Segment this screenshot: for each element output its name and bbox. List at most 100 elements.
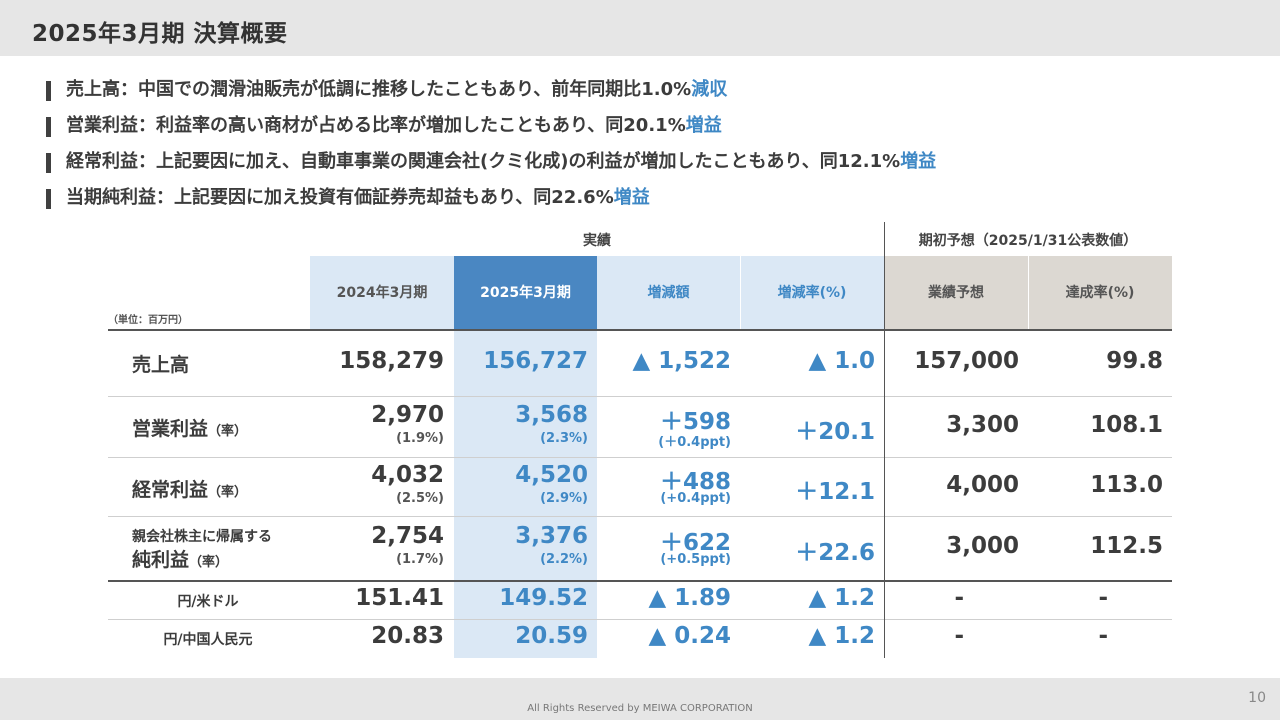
cell-current-ratio: (2.2%) — [540, 552, 588, 567]
slide-footer: All Rights Reserved by MEIWA CORPORATION… — [0, 678, 1280, 720]
cell-change-rate: ▲ 1.2 — [808, 585, 875, 611]
cell-current-ratio: (2.3%) — [540, 431, 588, 446]
cell-achievement: 108.1 — [1090, 412, 1163, 438]
bullet-net-income: 当期純利益：上記要因に加え投資有価証券売却益もあり、同22.6%増益 — [46, 184, 936, 220]
cell-prev: 158,279 — [339, 348, 444, 374]
bullet-operating-income: 営業利益：利益率の高い商材が占める比率が増加したこともあり、同20.1%増益 — [46, 112, 936, 148]
row-divider-thick — [108, 580, 1172, 582]
cell-change-amount: ▲ 1,522 — [632, 348, 731, 374]
row-label-main: 純利益 — [132, 549, 190, 571]
unit-label: （単位：百万円） — [108, 315, 188, 326]
row-label-sub: （率） — [208, 424, 248, 439]
current-year-column-bg — [454, 330, 597, 658]
row-label-sales: 売上高 — [132, 354, 190, 376]
cell-achievement: 113.0 — [1090, 472, 1163, 498]
cell-change-amount: ＋488 — [659, 469, 731, 495]
bullet-highlight: 増益 — [685, 115, 722, 136]
cell-forecast: 4,000 — [946, 472, 1019, 498]
col-header-achievement: 達成率(%) — [1065, 285, 1135, 301]
group-label-actual: 実績 — [583, 233, 611, 249]
cell-prev: 151.41 — [355, 585, 444, 611]
row-label-sub: （率） — [208, 485, 248, 500]
row-divider — [108, 516, 1172, 517]
group-label-forecast: 期初予想（2025/1/31公表数値） — [918, 233, 1138, 249]
row-divider — [108, 457, 1172, 458]
cell-forecast: 157,000 — [914, 348, 1019, 374]
cell-achievement: - — [1098, 585, 1108, 611]
cell-change-rate: ＋12.1 — [795, 479, 875, 505]
cell-forecast: - — [954, 585, 964, 611]
header-cell-current-bg — [454, 256, 597, 330]
row-label-operating-income: 営業利益（率） — [132, 414, 247, 441]
cell-current: 156,727 — [483, 348, 588, 374]
bullet-text: 営業利益：利益率の高い商材が占める比率が増加したこともあり、同20.1% — [66, 115, 686, 136]
cell-current: 20.59 — [515, 623, 588, 649]
cell-change-amount: ＋622 — [659, 530, 731, 556]
cell-prev: 20.83 — [371, 623, 444, 649]
cell-current: 3,376 — [515, 523, 588, 549]
cell-achievement: - — [1098, 623, 1108, 649]
bullet-bar — [46, 117, 51, 137]
header-cell-bg — [310, 256, 454, 330]
col-header-change-rate: 増減率(%) — [777, 285, 847, 301]
bullet-highlight: 減収 — [691, 79, 728, 100]
page-number: 10 — [1248, 690, 1266, 706]
cell-prev-ratio: (1.7%) — [396, 552, 444, 567]
cell-prev: 2,970 — [371, 402, 444, 428]
cell-forecast: 3,000 — [946, 533, 1019, 559]
cell-prev-ratio: (1.9%) — [396, 431, 444, 446]
cell-change-rate: ＋22.6 — [795, 540, 875, 566]
cell-change-rate: ＋20.1 — [795, 419, 875, 445]
cell-current: 4,520 — [515, 462, 588, 488]
bullet-text: 売上高：中国での潤滑油販売が低調に推移したこともあり、前年同期比1.0% — [66, 79, 692, 100]
row-divider — [108, 619, 1172, 620]
bullet-ordinary-income: 経常利益：上記要因に加え、自動車事業の関連会社(クミ化成)の利益が増加したことも… — [46, 148, 936, 184]
cell-change-amount: ▲ 0.24 — [648, 623, 731, 649]
cell-forecast: 3,300 — [946, 412, 1019, 438]
header-bottom-rule — [108, 329, 1172, 331]
cell-current-ratio: (2.9%) — [540, 491, 588, 506]
cell-achievement: 112.5 — [1090, 533, 1163, 559]
row-label-ordinary-income: 経常利益（率） — [132, 475, 247, 502]
cell-achievement: 99.8 — [1106, 348, 1163, 374]
cell-change-rate: ▲ 1.0 — [808, 348, 875, 374]
col-header-current-year: 2025年3月期 — [480, 285, 571, 301]
header-divider — [1028, 256, 1029, 330]
cell-change-rate: ▲ 1.2 — [808, 623, 875, 649]
row-label-cny-rate: 円/中国人民元 — [163, 632, 253, 648]
col-header-forecast: 業績予想 — [928, 285, 984, 301]
cell-prev-ratio: (2.5%) — [396, 491, 444, 506]
cell-change-amount: ＋598 — [659, 409, 731, 435]
row-label-main: 営業利益 — [132, 418, 209, 440]
bullet-highlight: 増益 — [900, 151, 937, 172]
cell-change-ratio: (＋0.4ppt) — [658, 435, 731, 450]
cell-prev: 4,032 — [371, 462, 444, 488]
bullet-highlight: 増益 — [613, 187, 650, 208]
summary-bullets: 売上高：中国での潤滑油販売が低調に推移したこともあり、前年同期比1.0%減収 営… — [46, 76, 936, 220]
cell-change-ratio: (+0.5ppt) — [660, 552, 731, 567]
row-label-usd-rate: 円/米ドル — [177, 594, 239, 610]
cell-current: 149.52 — [499, 585, 588, 611]
bullet-sales: 売上高：中国での潤滑油販売が低調に推移したこともあり、前年同期比1.0%減収 — [46, 76, 936, 112]
row-label-net-income: 純利益（率） — [132, 545, 228, 572]
cell-prev: 2,754 — [371, 523, 444, 549]
forecast-divider — [884, 222, 885, 658]
row-divider — [108, 396, 1172, 397]
bullet-text: 経常利益：上記要因に加え、自動車事業の関連会社(クミ化成)の利益が増加したことも… — [66, 151, 901, 172]
row-label-sub: （率） — [189, 555, 229, 570]
row-label-main: 経常利益 — [132, 479, 209, 501]
copyright-text: All Rights Reserved by MEIWA CORPORATION — [527, 703, 753, 714]
slide-title: 2025年3月期 決算概要 — [32, 21, 288, 47]
header-divider — [740, 256, 741, 330]
bullet-bar — [46, 153, 51, 173]
row-label-net-income-prefix: 親会社株主に帰属する — [132, 529, 272, 545]
bullet-bar — [46, 189, 51, 209]
col-header-change-amount: 増減額 — [647, 285, 690, 301]
slide-header: 2025年3月期 決算概要 — [0, 0, 1280, 56]
cell-forecast: - — [954, 623, 964, 649]
cell-change-ratio: (+0.4ppt) — [660, 491, 731, 506]
col-header-prev-year: 2024年3月期 — [336, 285, 428, 301]
cell-change-amount: ▲ 1.89 — [648, 585, 731, 611]
cell-current: 3,568 — [515, 402, 588, 428]
